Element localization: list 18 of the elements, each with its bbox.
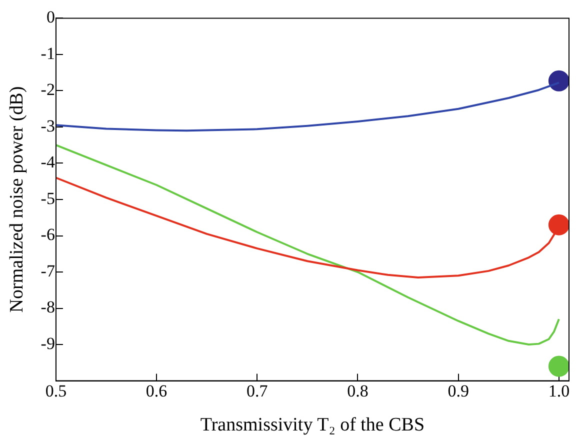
x-tick-label: 1.0 bbox=[548, 381, 570, 400]
y-tick-label: -6 bbox=[40, 225, 55, 244]
y-tick-label: -9 bbox=[40, 334, 55, 354]
y-tick-label: -8 bbox=[40, 298, 55, 317]
y-tick-label: -7 bbox=[40, 261, 56, 280]
x-axis-title: Transmissivity T₂ of the CBS bbox=[200, 414, 425, 436]
y-tick-label: 0 bbox=[46, 8, 55, 27]
y-tick-label: -3 bbox=[40, 116, 55, 136]
x-tick-label: 0.6 bbox=[146, 381, 168, 400]
y-tick-label: -4 bbox=[40, 152, 56, 172]
x-tick-label: 0.7 bbox=[246, 381, 268, 400]
y-tick-label: -1 bbox=[40, 44, 55, 63]
y-tick-label: -2 bbox=[40, 80, 55, 100]
x-tick-label: 0.5 bbox=[45, 381, 67, 400]
x-tick-label: 0.9 bbox=[448, 381, 469, 400]
y-axis-title: Normalized noise power (dB) bbox=[6, 86, 28, 313]
y-tick-label: -5 bbox=[40, 188, 55, 208]
x-tick-label: 0.8 bbox=[347, 381, 368, 400]
